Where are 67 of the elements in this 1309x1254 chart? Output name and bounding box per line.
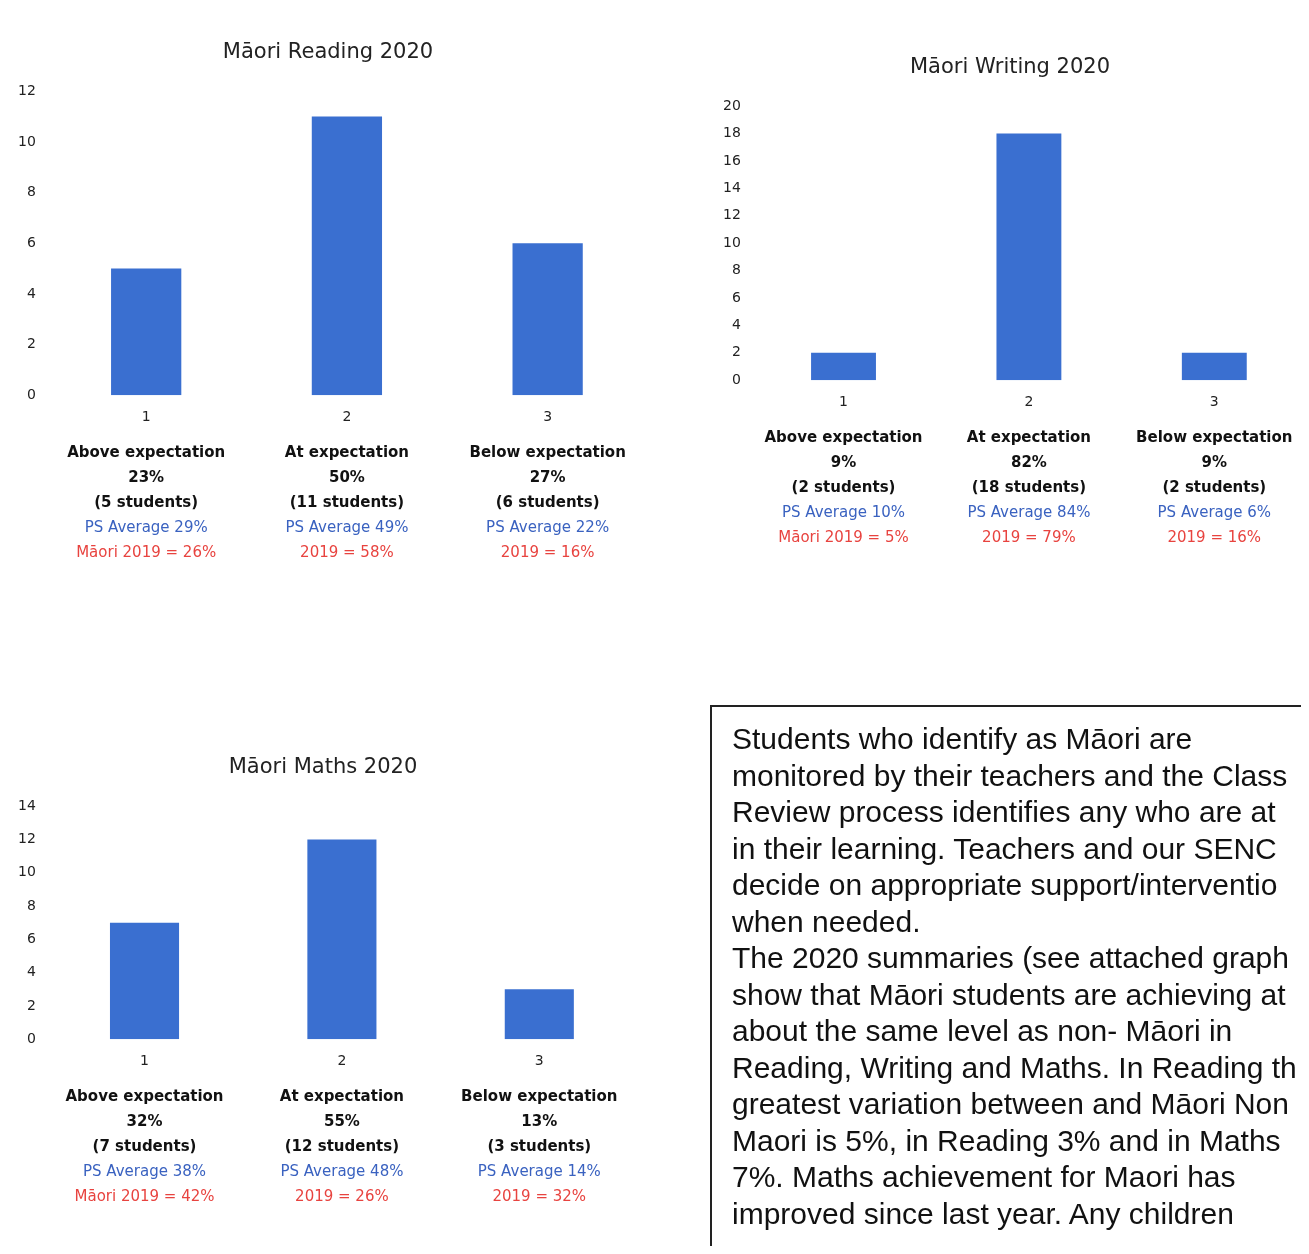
y-tick-label: 10	[17, 863, 36, 880]
y-tick-label: 2	[26, 996, 36, 1013]
x-tick-label: 1	[140, 1052, 149, 1069]
y-tick-label: 2	[731, 343, 741, 360]
text: Review process identifies any who are at	[732, 794, 1277, 830]
bar	[307, 839, 377, 1040]
text: in their learning. Teachers and our SENC	[732, 830, 1278, 867]
bar	[111, 268, 182, 396]
text: At expectation 50% (11 students) PS Average 49% 2019 = 58%	[284, 442, 410, 561]
text: Below expectation 13% (3 students) PS Average 14% 2019 = 32%	[461, 1086, 618, 1205]
y-tick-label: 4	[731, 316, 741, 333]
text: The 2020 summaries (see attached graph	[732, 940, 1290, 976]
y-tick-label: 8	[731, 261, 741, 278]
text: improved since last year. Any children	[732, 1195, 1235, 1232]
y-tick-label: 20	[722, 96, 741, 113]
text: monitored by their teachers and the Class	[732, 757, 1289, 794]
text: Below expectation 9% (2 students) PS Average 6% 2019 = 16%	[1136, 427, 1293, 546]
y-tick-label: 6	[731, 288, 741, 305]
y-tick-label: 6	[26, 233, 36, 250]
x-tick-label: 1	[141, 408, 151, 425]
y-tick-label: 2	[26, 335, 36, 352]
x-tick-label: 3	[534, 1052, 544, 1069]
y-tick-label: 12	[722, 206, 741, 223]
y-tick-label: 12	[17, 81, 36, 98]
text: 7%. Maths achievement for Maori has	[732, 1159, 1237, 1195]
chart-title: Māori Reading 2020	[222, 39, 434, 64]
y-tick-label: 4	[26, 284, 36, 301]
y-tick-label: 8	[26, 183, 36, 200]
y-tick-label: 10	[722, 233, 741, 250]
text: greatest variation between and Māori Non	[732, 1086, 1290, 1122]
text: Students who identify as Māori are	[732, 721, 1194, 757]
text: Above expectation 32% (7 students) PS Average 38% Māori 2019 = 42%	[65, 1086, 224, 1205]
x-tick-label: 2	[1024, 393, 1034, 410]
text: show that Māori students are achieving at	[732, 976, 1287, 1013]
text: At expectation 55% (12 students) PS Average 48% 2019 = 26%	[279, 1086, 405, 1205]
bar	[311, 116, 383, 396]
bar	[512, 243, 583, 396]
y-tick-label: 12	[17, 830, 36, 847]
text: Above expectation 9% (2 students) PS Average 10% Māori 2019 = 5%	[764, 427, 923, 546]
y-tick-label: 10	[17, 132, 36, 149]
text: about the same level as non- Māori in	[732, 1013, 1234, 1049]
y-tick-label: 14	[17, 796, 36, 813]
x-tick-label: 2	[342, 408, 352, 425]
bar	[504, 989, 574, 1040]
x-tick-label: 3	[1209, 393, 1219, 410]
bar	[109, 922, 180, 1040]
x-tick-label: 2	[337, 1052, 347, 1069]
y-tick-label: 0	[26, 1029, 36, 1046]
text: decide on appropriate support/interventio	[732, 867, 1279, 903]
x-tick-label: 3	[543, 408, 553, 425]
text: Above expectation 23% (5 students) PS Average 29% Māori 2019 = 26%	[67, 442, 226, 561]
y-tick-label: 14	[722, 179, 741, 196]
text: when needed.	[732, 903, 922, 940]
text: Reading, Writing and Maths. In Reading th	[732, 1049, 1298, 1086]
text: Maori is 5%, in Reading 3% and in Maths	[732, 1122, 1282, 1159]
text: At expectation 82% (18 students) PS Average 84% 2019 = 79%	[966, 427, 1092, 546]
y-tick-label: 18	[722, 124, 741, 141]
chart-title: Māori Maths 2020	[228, 754, 418, 779]
y-tick-label: 8	[26, 896, 36, 913]
x-tick-label: 1	[839, 393, 848, 410]
chart-title: Māori Writing 2020	[909, 54, 1111, 79]
text: Below expectation 27% (6 students) PS Average 22% 2019 = 16%	[469, 442, 626, 561]
y-tick-label: 16	[722, 151, 741, 168]
y-tick-label: 0	[26, 385, 36, 402]
y-tick-label: 6	[26, 929, 36, 946]
y-tick-label: 4	[26, 963, 36, 980]
y-tick-label: 0	[731, 370, 741, 387]
